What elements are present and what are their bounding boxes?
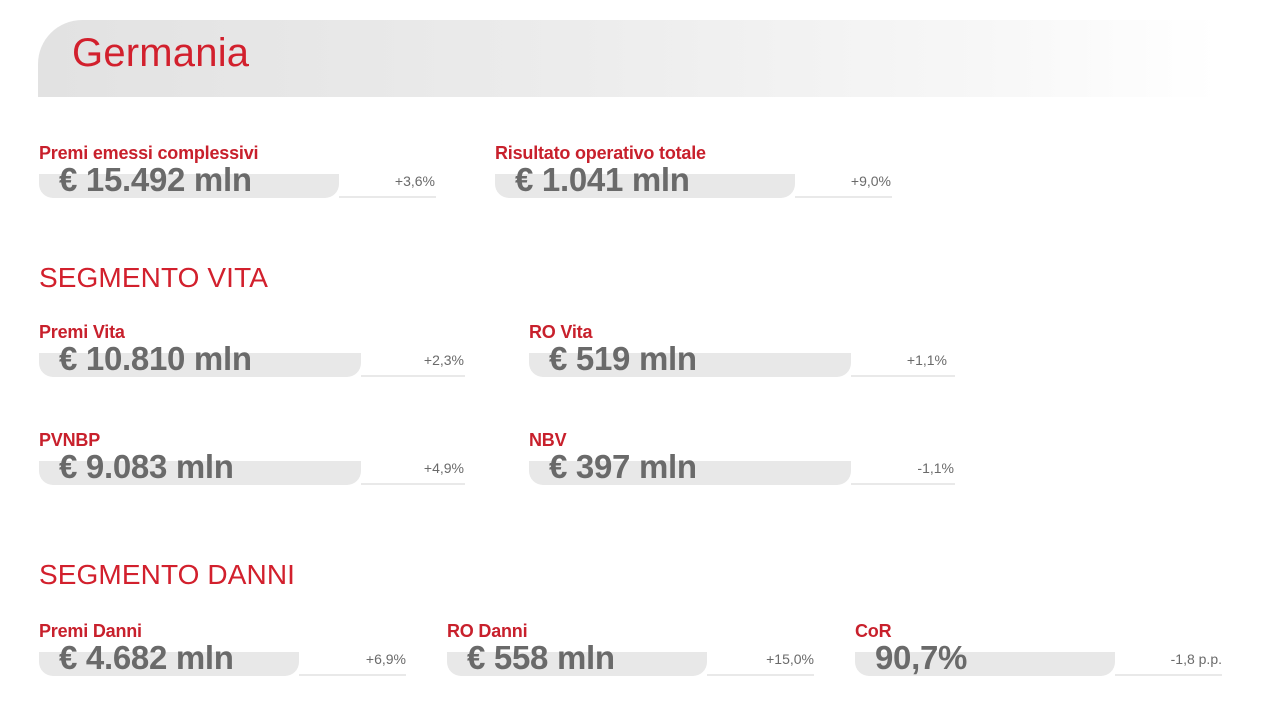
section-title-danni: SEGMENTO DANNI <box>39 559 296 590</box>
kpi-bar <box>39 652 299 676</box>
kpi-value: € 15.492 mln <box>59 161 252 198</box>
kpi-underline <box>339 196 436 198</box>
kpi-value: € 519 mln <box>549 340 697 377</box>
kpi-label: Risultato operativo totale <box>495 143 706 163</box>
kpi-bar <box>529 353 851 377</box>
kpi-delta: +3,6% <box>394 173 435 189</box>
kpi-bar <box>855 652 1115 676</box>
kpi-delta: -1,8 p.p. <box>1170 651 1222 667</box>
kpi-value: € 9.083 mln <box>59 448 234 485</box>
kpi-underline <box>361 483 465 485</box>
kpi-delta: +1,1% <box>906 352 947 368</box>
kpi-label: Premi emessi complessivi <box>39 143 259 163</box>
header-band <box>38 20 1218 97</box>
kpi-delta: +6,9% <box>365 651 406 667</box>
kpi-label: NBV <box>529 430 567 450</box>
kpi-label: CoR <box>855 621 892 641</box>
kpi-delta: +2,3% <box>423 352 464 368</box>
kpi-value: € 1.041 mln <box>515 161 690 198</box>
kpi-label: Premi Vita <box>39 322 125 342</box>
kpi-bar <box>529 461 851 485</box>
kpi-value: 90,7% <box>875 639 968 676</box>
kpi-bar <box>495 174 795 198</box>
kpi-label: RO Danni <box>447 621 528 641</box>
kpi-label: PVNBP <box>39 430 101 450</box>
kpi-bar <box>39 353 361 377</box>
kpi-delta: +15,0% <box>766 651 814 667</box>
kpi-delta: +4,9% <box>423 460 464 476</box>
kpi-delta: -1,1% <box>917 460 954 476</box>
kpi-label: Premi Danni <box>39 621 142 641</box>
kpi-underline <box>299 674 406 676</box>
kpi-underline <box>1115 674 1222 676</box>
kpi-underline <box>851 483 955 485</box>
kpi-label: RO Vita <box>529 322 593 342</box>
kpi-underline <box>361 375 465 377</box>
kpi-underline <box>707 674 814 676</box>
kpi-value: € 397 mln <box>549 448 697 485</box>
kpi-delta: +9,0% <box>850 173 891 189</box>
kpi-value: € 4.682 mln <box>59 639 234 676</box>
kpi-bar <box>447 652 707 676</box>
section-title-vita: SEGMENTO VITA <box>39 262 268 293</box>
kpi-value: € 558 mln <box>467 639 615 676</box>
page-title: Germania <box>72 31 250 75</box>
kpi-bar <box>39 174 339 198</box>
kpi-bar <box>39 461 361 485</box>
kpi-underline <box>851 375 955 377</box>
kpi-value: € 10.810 mln <box>59 340 252 377</box>
kpi-underline <box>795 196 892 198</box>
